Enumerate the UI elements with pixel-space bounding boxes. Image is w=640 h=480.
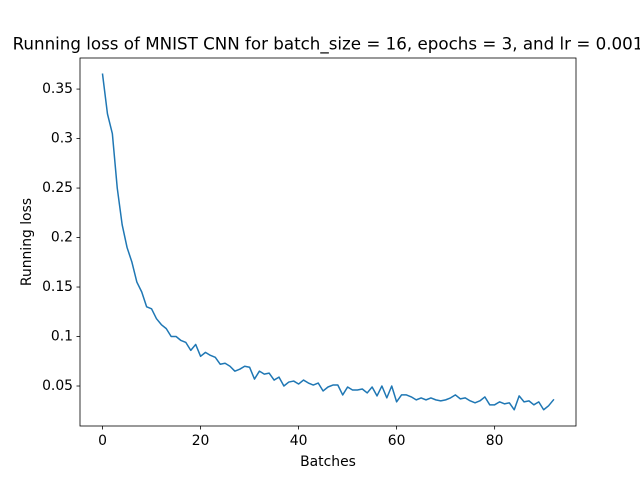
x-tick-label: 40 — [290, 433, 308, 449]
plot-frame — [79, 57, 577, 427]
y-tick-label: 0.05 — [42, 378, 73, 394]
x-tick-label: 60 — [388, 433, 406, 449]
y-axis-label: Running loss — [19, 198, 35, 286]
y-tick-label: 0.1 — [51, 329, 73, 345]
y-tick-label: 0.2 — [51, 230, 73, 246]
x-tick-label: 20 — [192, 433, 210, 449]
y-tick-label: 0.35 — [42, 81, 73, 97]
y-tick-label: 0.15 — [42, 279, 73, 295]
y-tick-label: 0.3 — [51, 131, 73, 147]
y-tick-label: 0.25 — [42, 180, 73, 196]
chart-title: Running loss of MNIST CNN for batch_size… — [13, 34, 640, 55]
data-line — [101, 73, 555, 411]
x-tick-label: 0 — [98, 433, 107, 449]
x-axis-label: Batches — [300, 454, 356, 470]
x-tick-label: 80 — [486, 433, 504, 449]
